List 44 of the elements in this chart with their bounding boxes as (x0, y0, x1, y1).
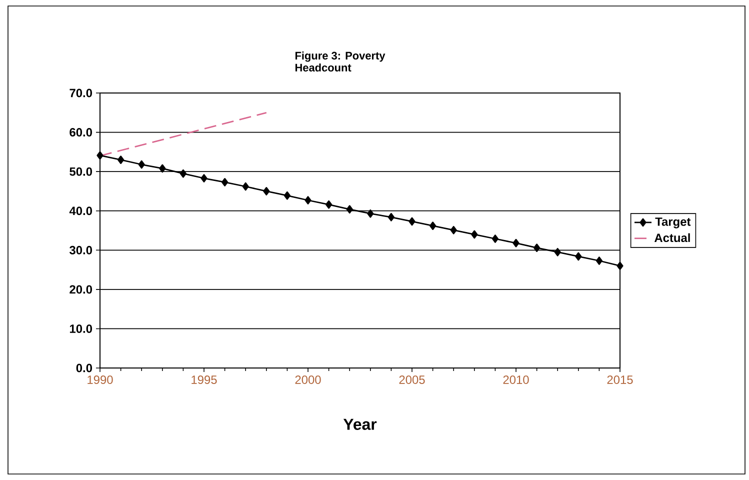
point (96, 151, 104, 160)
point (263, 187, 270, 196)
y-tick-label: 70.0 (70, 88, 92, 98)
x-tick-label: 2000 (295, 376, 321, 384)
point (159, 164, 166, 173)
x-tick-label: 2005 (399, 376, 425, 384)
point (325, 200, 332, 209)
point (533, 244, 540, 252)
legend-label: Target (655, 218, 691, 228)
chart-title: Figure 3: Poverty Headcount (295, 52, 386, 72)
point (408, 217, 416, 226)
y-tick-label: 30.0 (70, 246, 92, 254)
y-tick-label: 20.0 (70, 285, 92, 294)
point (346, 205, 353, 214)
point (450, 226, 457, 234)
x-tick-label: 1995 (192, 376, 217, 384)
y-tick-label: 40.0 (69, 206, 92, 216)
x-tick-label: 2010 (503, 376, 529, 384)
point (429, 222, 436, 230)
point (388, 212, 395, 222)
x-tick-label: 2015 (607, 376, 633, 384)
point (200, 174, 208, 182)
point (554, 248, 561, 256)
point (242, 182, 249, 191)
legend-label: Actual (654, 233, 690, 242)
y-tick-label: 0.0 (76, 364, 92, 372)
point (575, 252, 582, 261)
point (471, 230, 478, 239)
point (492, 234, 499, 243)
point (138, 160, 145, 169)
point (284, 191, 291, 200)
y-tick-label: 10.0 (70, 324, 92, 333)
point (367, 209, 374, 218)
point (221, 178, 228, 186)
x-tick-label: 1990 (88, 376, 113, 384)
point (596, 256, 603, 265)
point (616, 262, 624, 270)
x-axis-title: Year (343, 418, 377, 430)
point (304, 196, 312, 204)
y-tick-label: 60.0 (70, 128, 92, 137)
point (180, 169, 187, 178)
point (117, 156, 124, 164)
y-tick-label: 50.0 (70, 167, 92, 176)
point (512, 238, 520, 248)
